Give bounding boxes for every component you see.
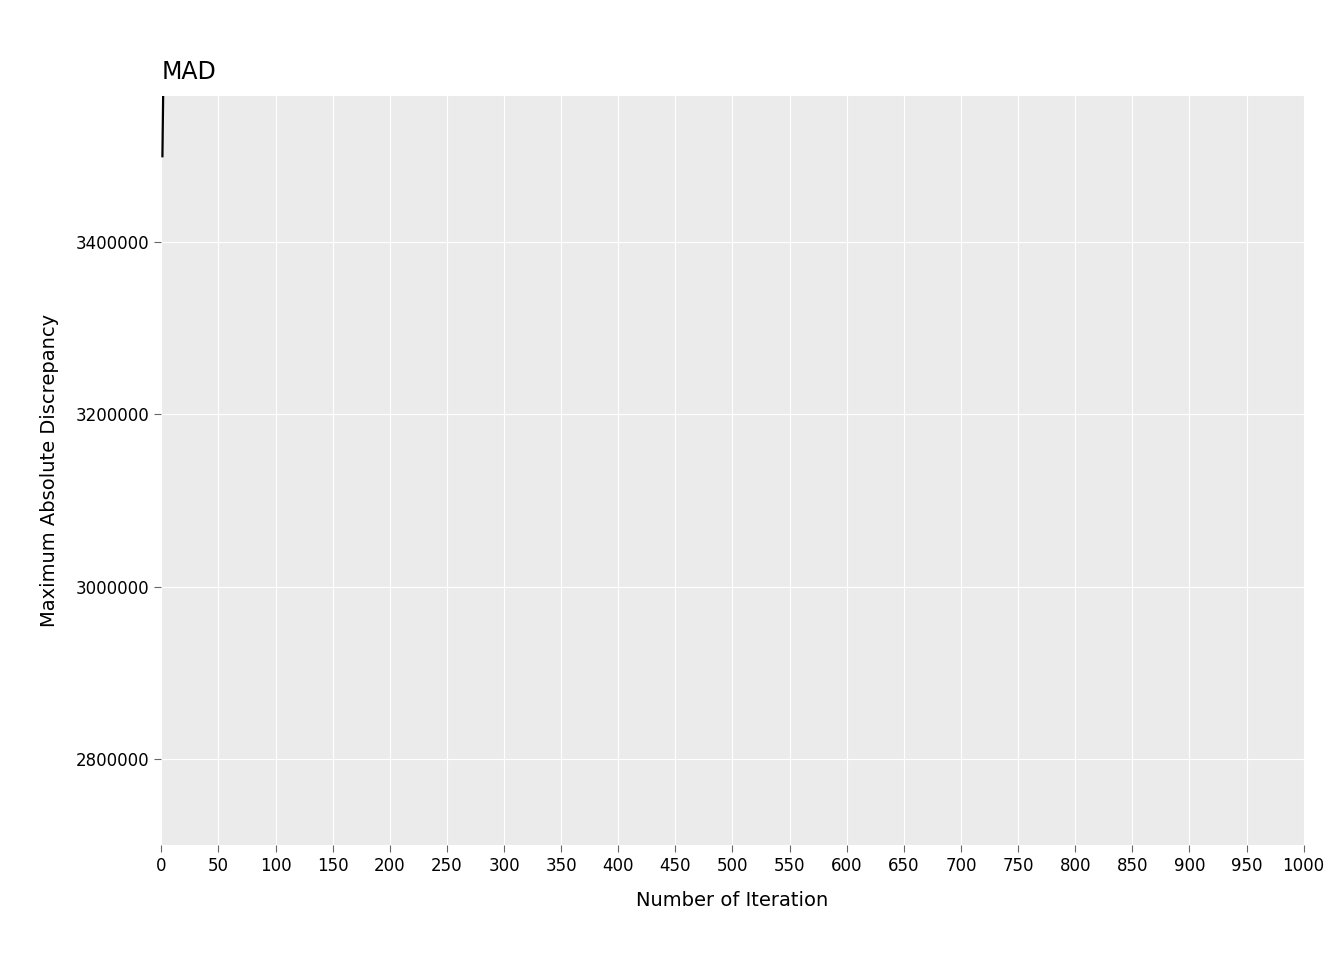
Y-axis label: Maximum Absolute Discrepancy: Maximum Absolute Discrepancy (40, 314, 59, 627)
Text: MAD: MAD (161, 60, 216, 84)
X-axis label: Number of Iteration: Number of Iteration (636, 891, 829, 910)
